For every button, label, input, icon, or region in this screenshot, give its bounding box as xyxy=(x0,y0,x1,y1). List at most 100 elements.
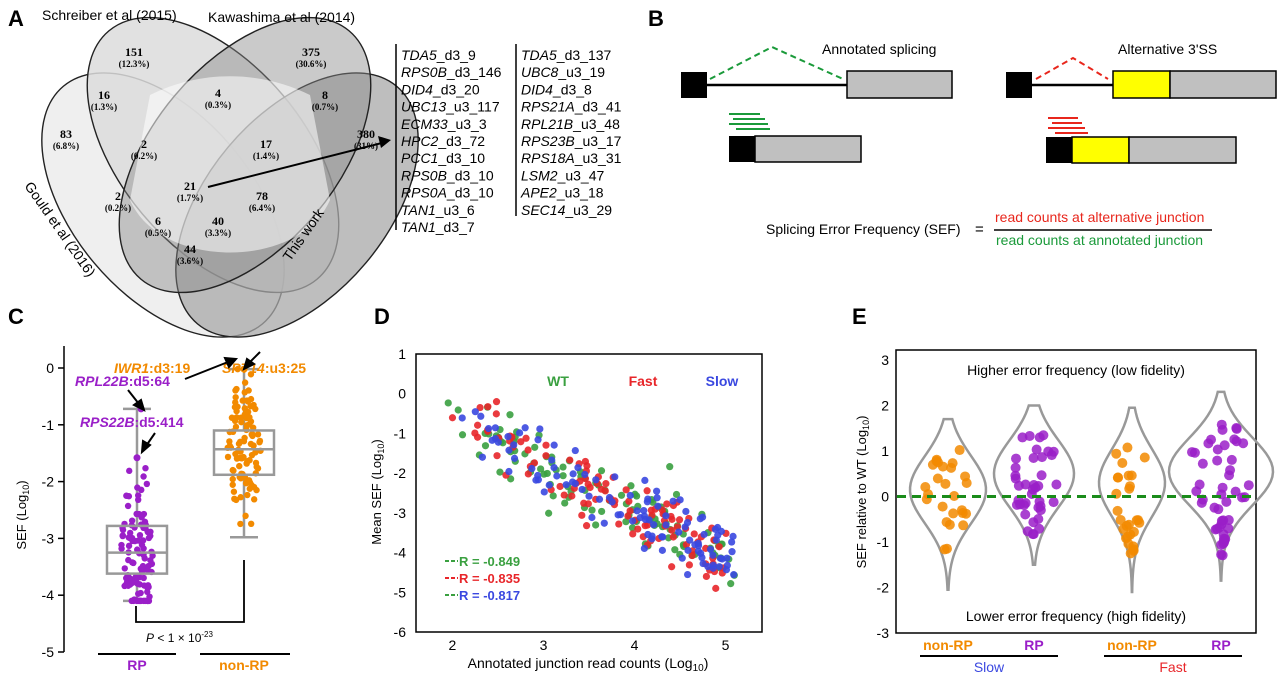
panel-c-annotation-arrows xyxy=(127,351,261,455)
scatter-point xyxy=(491,434,500,443)
panel-c-boxplot xyxy=(105,365,276,605)
box-point xyxy=(125,534,132,541)
panel-b: B Annotated splicing Alternative 3'SS Sp… xyxy=(648,6,1277,248)
alternative-junction-arc xyxy=(1035,56,1109,80)
pvalue-bracket xyxy=(135,560,245,623)
box-point xyxy=(254,431,262,438)
violin-point xyxy=(1203,438,1214,449)
panel-e-label: E xyxy=(852,304,867,329)
scatter-point xyxy=(622,518,630,526)
ytick-label: 0 xyxy=(398,386,406,402)
scatter-point xyxy=(559,472,567,480)
violin-point xyxy=(1217,482,1228,493)
violin-point xyxy=(1134,517,1145,528)
violin-point xyxy=(949,490,960,501)
ytick-label: 2 xyxy=(881,398,889,414)
scatter-point xyxy=(588,506,596,514)
box-point xyxy=(235,440,243,447)
box-point xyxy=(241,405,249,412)
violin-point xyxy=(954,445,965,456)
scatter-point xyxy=(628,517,637,525)
scatter-point xyxy=(550,441,558,449)
scatter-point xyxy=(528,464,536,473)
scatter-point xyxy=(536,425,544,433)
violin-point xyxy=(1121,520,1132,531)
scatter-point xyxy=(566,456,574,464)
panel-e-frame xyxy=(895,349,1257,634)
scatter-point xyxy=(644,495,652,503)
svg-text:SEF (Log10): SEF (Log10) xyxy=(14,480,31,549)
box-point xyxy=(256,437,264,445)
box-point xyxy=(137,597,144,605)
scatter-point xyxy=(568,492,576,500)
scatter-point xyxy=(709,561,717,569)
gene-list-item: RPS0A_d3_10 xyxy=(401,185,494,201)
scatter-point xyxy=(458,431,467,439)
exon2-box xyxy=(846,70,953,99)
violin-point xyxy=(1010,462,1021,473)
violin-point xyxy=(1226,454,1237,465)
scatter-point xyxy=(684,546,692,554)
violin-point xyxy=(1212,523,1223,534)
box-point xyxy=(246,485,253,492)
scatter-point xyxy=(727,580,735,588)
scatter-point xyxy=(685,561,693,569)
scatter-point xyxy=(505,467,513,476)
e-group-slow: Slow xyxy=(974,659,1005,675)
ytick-label: -1 xyxy=(394,425,407,441)
legend-fast: Fast xyxy=(629,373,658,389)
gene-list-item: RPL21B_u3_48 xyxy=(521,116,620,132)
scatter-point xyxy=(729,532,737,540)
scatter-point xyxy=(668,563,676,571)
venn-count: 8 xyxy=(322,88,328,102)
scatter-point xyxy=(626,491,634,500)
scatter-point xyxy=(625,497,633,505)
scatter-point xyxy=(592,476,600,484)
scatter-point xyxy=(714,531,722,539)
scatter-point xyxy=(454,406,462,414)
corr-wt: R = -0.849 xyxy=(459,554,520,569)
violin-point xyxy=(1019,500,1030,511)
ytick-label: -1 xyxy=(42,417,55,433)
scatter-point xyxy=(510,454,519,462)
scatter-point xyxy=(662,512,670,520)
scatter-point xyxy=(556,482,564,491)
venn-set-kawashima: Kawashima et al (2014) xyxy=(208,9,355,25)
violin-point xyxy=(1028,529,1039,540)
box-point xyxy=(131,537,139,545)
box-point xyxy=(123,492,130,499)
scatter-point xyxy=(663,500,671,508)
box-point xyxy=(142,597,149,605)
scatter-point xyxy=(510,441,518,449)
scatter-point xyxy=(524,446,532,454)
ytick-label: -2 xyxy=(42,474,55,490)
venn-count: 380 xyxy=(357,127,375,141)
scatter-point xyxy=(562,481,570,489)
panel-d-scatter xyxy=(444,398,738,592)
scatter-point xyxy=(537,465,545,473)
venn-percent: (30.6%) xyxy=(296,59,327,69)
spliced-exon2-box xyxy=(754,135,862,163)
scatter-point xyxy=(662,521,670,529)
box-point xyxy=(253,486,260,494)
violin-point xyxy=(1123,470,1134,481)
scatter-point xyxy=(553,472,561,480)
scatter-point xyxy=(668,526,676,534)
gene-list-item: LSM2_u3_47 xyxy=(521,167,605,183)
scatter-point xyxy=(629,530,637,538)
scatter-point xyxy=(493,452,501,460)
alternative-3ss-title: Alternative 3'SS xyxy=(1118,41,1217,57)
scatter-point xyxy=(542,452,550,460)
alt-spliced-exon1-box xyxy=(1046,137,1072,163)
box-point xyxy=(128,597,135,605)
scatter-point xyxy=(611,473,619,481)
venn-count: 78 xyxy=(256,189,268,203)
nonrp-group-label: non-RP xyxy=(219,657,269,673)
scatter-point xyxy=(574,464,582,472)
violin-point xyxy=(1231,423,1242,434)
scatter-point xyxy=(542,441,550,449)
box-point xyxy=(243,422,251,429)
box-point xyxy=(229,475,236,483)
box-point xyxy=(247,520,255,528)
violin-point xyxy=(1243,480,1254,491)
